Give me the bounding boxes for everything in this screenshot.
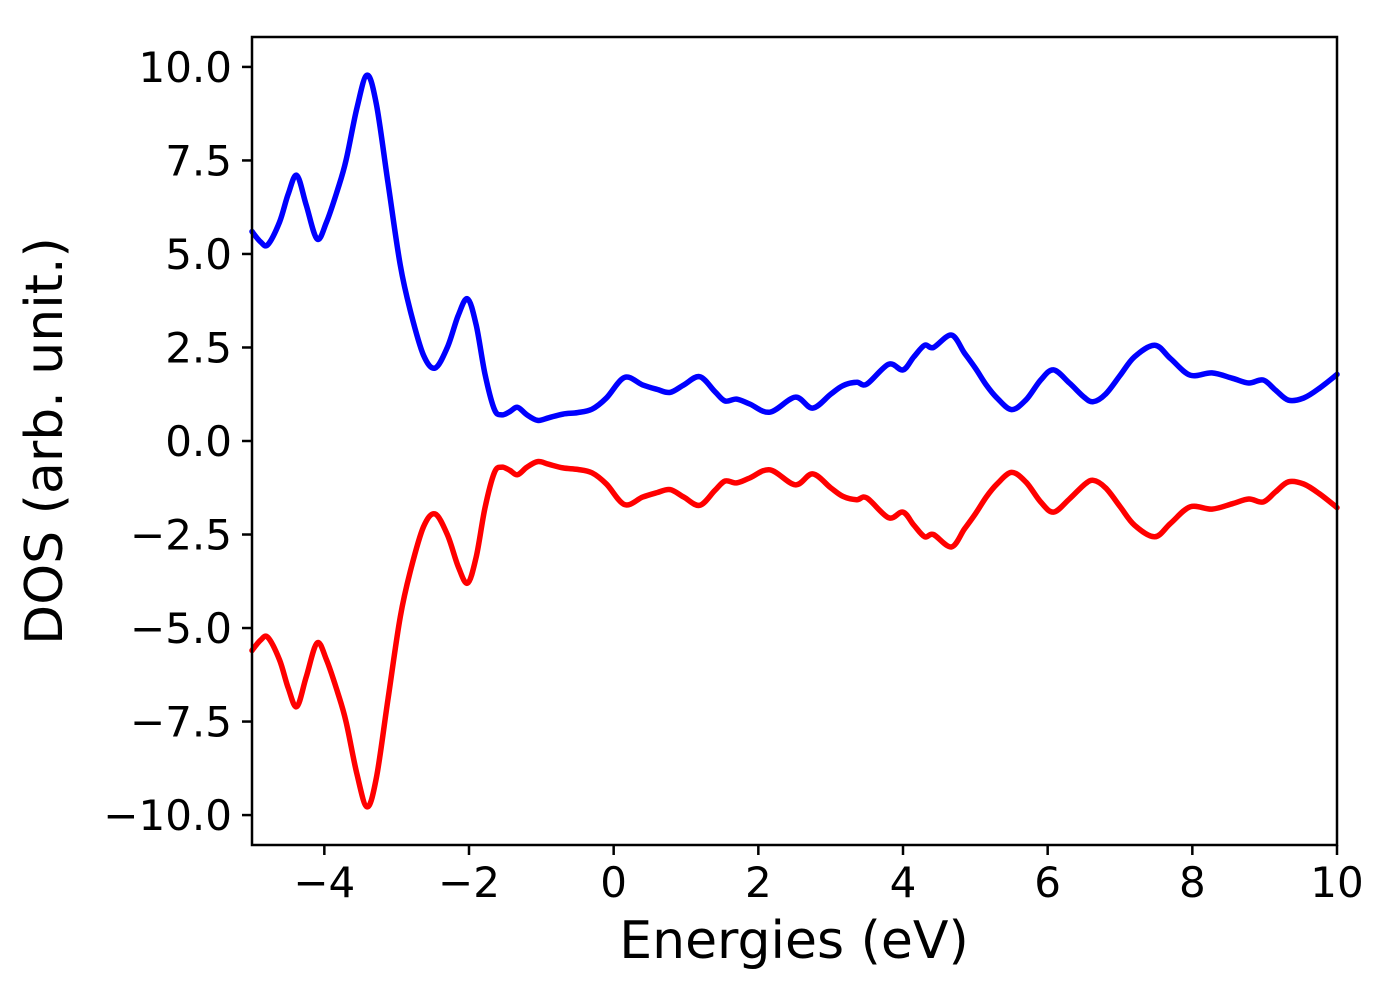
- x-tick-label: 6: [1034, 858, 1061, 907]
- curves-layer: [249, 72, 1340, 810]
- y-tick-label: 10.0: [138, 43, 232, 92]
- x-tick-label: −4: [293, 858, 355, 907]
- x-tick-label: −2: [438, 858, 500, 907]
- x-tick-label: 8: [1179, 858, 1206, 907]
- x-tick-label: 10: [1310, 858, 1363, 907]
- x-tick-label: 2: [745, 858, 772, 907]
- x-axis-label: Energies (eV): [619, 911, 968, 971]
- y-tick-label: −10.0: [103, 791, 232, 840]
- spin-up-dos-curve: [249, 72, 1340, 424]
- y-tick-label: 7.5: [165, 136, 232, 185]
- plot-border: [250, 35, 1339, 847]
- y-tick-label: 2.5: [165, 323, 232, 372]
- y-axis-label: DOS (arb. unit.): [15, 237, 75, 645]
- x-tick-label: 0: [600, 858, 627, 907]
- y-tick-label: −7.5: [130, 698, 232, 747]
- y-tick-label: −5.0: [130, 604, 232, 653]
- x-tick-label: 4: [890, 858, 917, 907]
- y-tick-label: 0.0: [165, 417, 232, 466]
- y-tick-label: 5.0: [165, 230, 232, 279]
- y-tick-label: −2.5: [130, 511, 232, 560]
- spin-down-dos-curve: [249, 458, 1340, 810]
- ticks-layer: −4 −2 0 2 4 6 8 10 10.0 7.5 5.0 2.5 0.0 −2.5 −5.0 −7.5 −…: [103, 43, 1363, 907]
